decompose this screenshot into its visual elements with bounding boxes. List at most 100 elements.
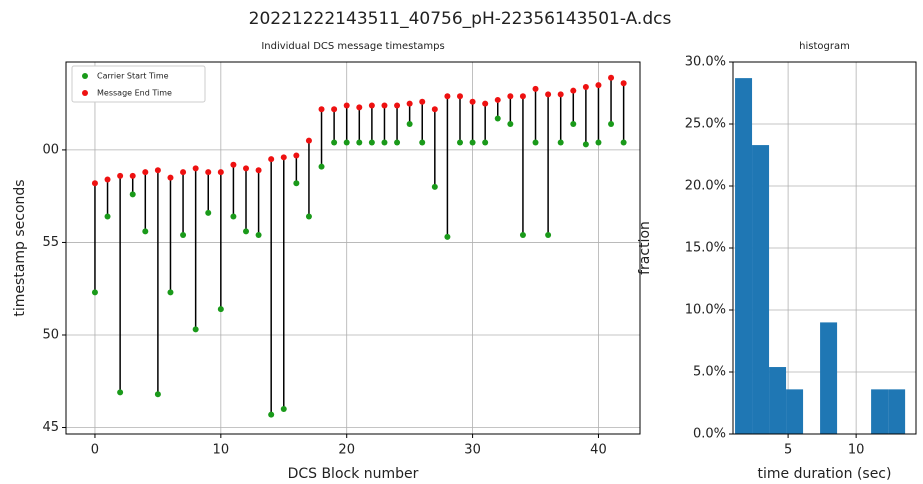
point [406,100,413,107]
point [129,172,136,179]
point [469,98,476,105]
y-tick-label: 30.0% [685,55,726,70]
point [595,139,602,146]
point [456,139,463,146]
point [104,213,111,220]
point [230,213,237,220]
y-tick-label: 55 [42,235,59,250]
point [519,93,526,100]
point [431,106,438,113]
point [343,139,350,146]
x-tick-label: 5 [784,443,792,458]
point [608,121,615,127]
point [620,139,627,146]
axes-frame [732,61,917,435]
point [444,93,451,100]
bar [769,367,787,434]
x-tick-label: 30 [464,443,481,458]
point [117,389,124,396]
y-axis-label: fraction [637,221,653,275]
y-tick-label: 5.0% [693,365,726,380]
point [356,104,363,111]
point [356,139,363,146]
point [167,289,174,296]
point [142,228,149,235]
point [91,180,98,187]
subplot-title: Individual DCS message timestamps [261,41,444,52]
point [444,233,451,240]
point [419,139,426,146]
point [368,139,375,146]
point [545,91,552,98]
y-tick-label: 0.0% [693,427,726,442]
y-tick-label: 50 [42,327,59,342]
point [331,139,338,146]
point [117,172,124,179]
point [305,137,312,144]
point [381,102,388,109]
y-tick-label: 45 [42,420,59,435]
legend-marker [82,73,88,79]
point [167,174,174,181]
point [268,156,275,163]
point [104,176,111,183]
point [268,411,275,418]
point [494,96,501,103]
bar [735,78,753,435]
point [494,115,501,122]
subplot-title: histogram [799,41,850,52]
point [180,232,187,239]
point [519,232,526,239]
point [545,232,552,239]
point [154,391,161,398]
point [595,82,602,89]
point [217,306,224,313]
point [406,121,413,127]
bar [820,322,838,434]
x-axis-label: DCS Block number [288,466,419,482]
point [381,139,388,146]
x-tick-label: 10 [848,443,865,458]
point [532,139,539,146]
point [154,167,161,174]
point [280,406,287,413]
point [192,326,199,333]
bar [786,389,804,434]
point [469,139,476,146]
point [419,98,426,105]
legend-label: Carrier Start Time [97,72,169,81]
point [192,165,199,172]
point [318,163,325,170]
figure-title: 20221222143511_40756_pH-22356143501-A.dc… [249,9,672,29]
point [394,102,401,109]
point [129,191,136,198]
point [431,183,438,190]
point [570,121,577,127]
point [368,102,375,109]
point [205,169,212,176]
y-axis-label: timestamp seconds [12,179,28,316]
point [305,213,312,220]
x-tick-label: 40 [590,443,607,458]
point [180,169,187,176]
y-tick-label: 10.0% [685,303,726,318]
point [318,106,325,113]
point [456,93,463,100]
point [255,232,262,239]
y-tick-label: 00 [42,142,59,157]
axes-frame [65,61,641,435]
point [582,141,589,148]
bar [871,389,889,434]
point [482,100,489,107]
point [608,74,615,81]
legend-label: Message End Time [97,89,172,98]
legend-box [71,65,206,103]
x-tick-label: 0 [91,443,99,458]
point [570,87,577,94]
x-axis-label: time duration (sec) [758,466,892,482]
point [532,85,539,92]
point [557,91,564,98]
point [255,167,262,174]
y-tick-label: 15.0% [685,241,726,256]
